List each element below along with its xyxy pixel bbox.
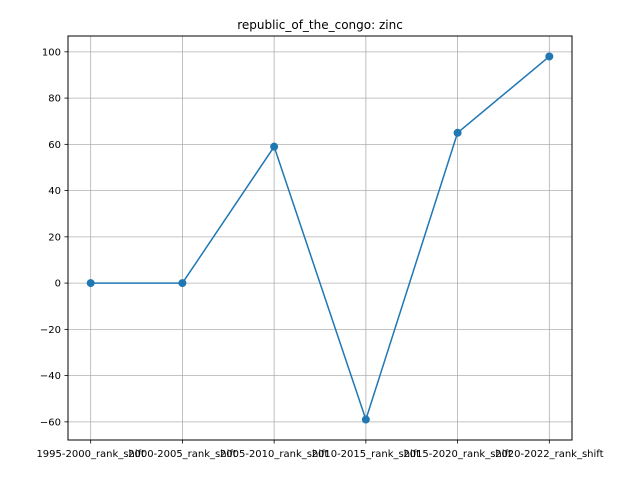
plot-frame <box>67 35 573 441</box>
data-point <box>545 52 554 61</box>
x-tick-label: 1995-2000_rank_shift <box>36 449 145 460</box>
series-line <box>86 52 554 424</box>
data-point <box>270 142 279 151</box>
data-point <box>361 415 370 424</box>
axes: 1995-2000_rank_shift2000-2005_rank_shift… <box>36 47 603 460</box>
y-tick-label: 0 <box>55 279 61 290</box>
data-point <box>453 128 462 137</box>
y-tick-label: 60 <box>48 140 61 151</box>
y-tick-label: −60 <box>40 417 61 428</box>
data-point <box>86 279 95 288</box>
series-polyline <box>90 55 550 421</box>
x-tick-label: 2000-2005_rank_shift <box>128 449 237 460</box>
chart-title: republic_of_the_congo: zinc <box>237 18 403 32</box>
x-tick-label: 2015-2020_rank_shift <box>403 449 512 460</box>
x-tick-label: 2020-2022_rank_shift <box>495 449 604 460</box>
x-tick-label: 2010-2015_rank_shift <box>312 449 421 460</box>
grid <box>68 36 572 440</box>
data-point <box>178 279 187 288</box>
y-tick-label: 100 <box>42 47 61 58</box>
y-tick-label: 20 <box>48 232 61 243</box>
x-tick-label: 2005-2010_rank_shift <box>220 449 329 460</box>
y-tick-label: −20 <box>40 325 61 336</box>
y-tick-label: 40 <box>48 186 61 197</box>
y-tick-label: 80 <box>48 94 61 105</box>
y-tick-label: −40 <box>40 371 61 382</box>
